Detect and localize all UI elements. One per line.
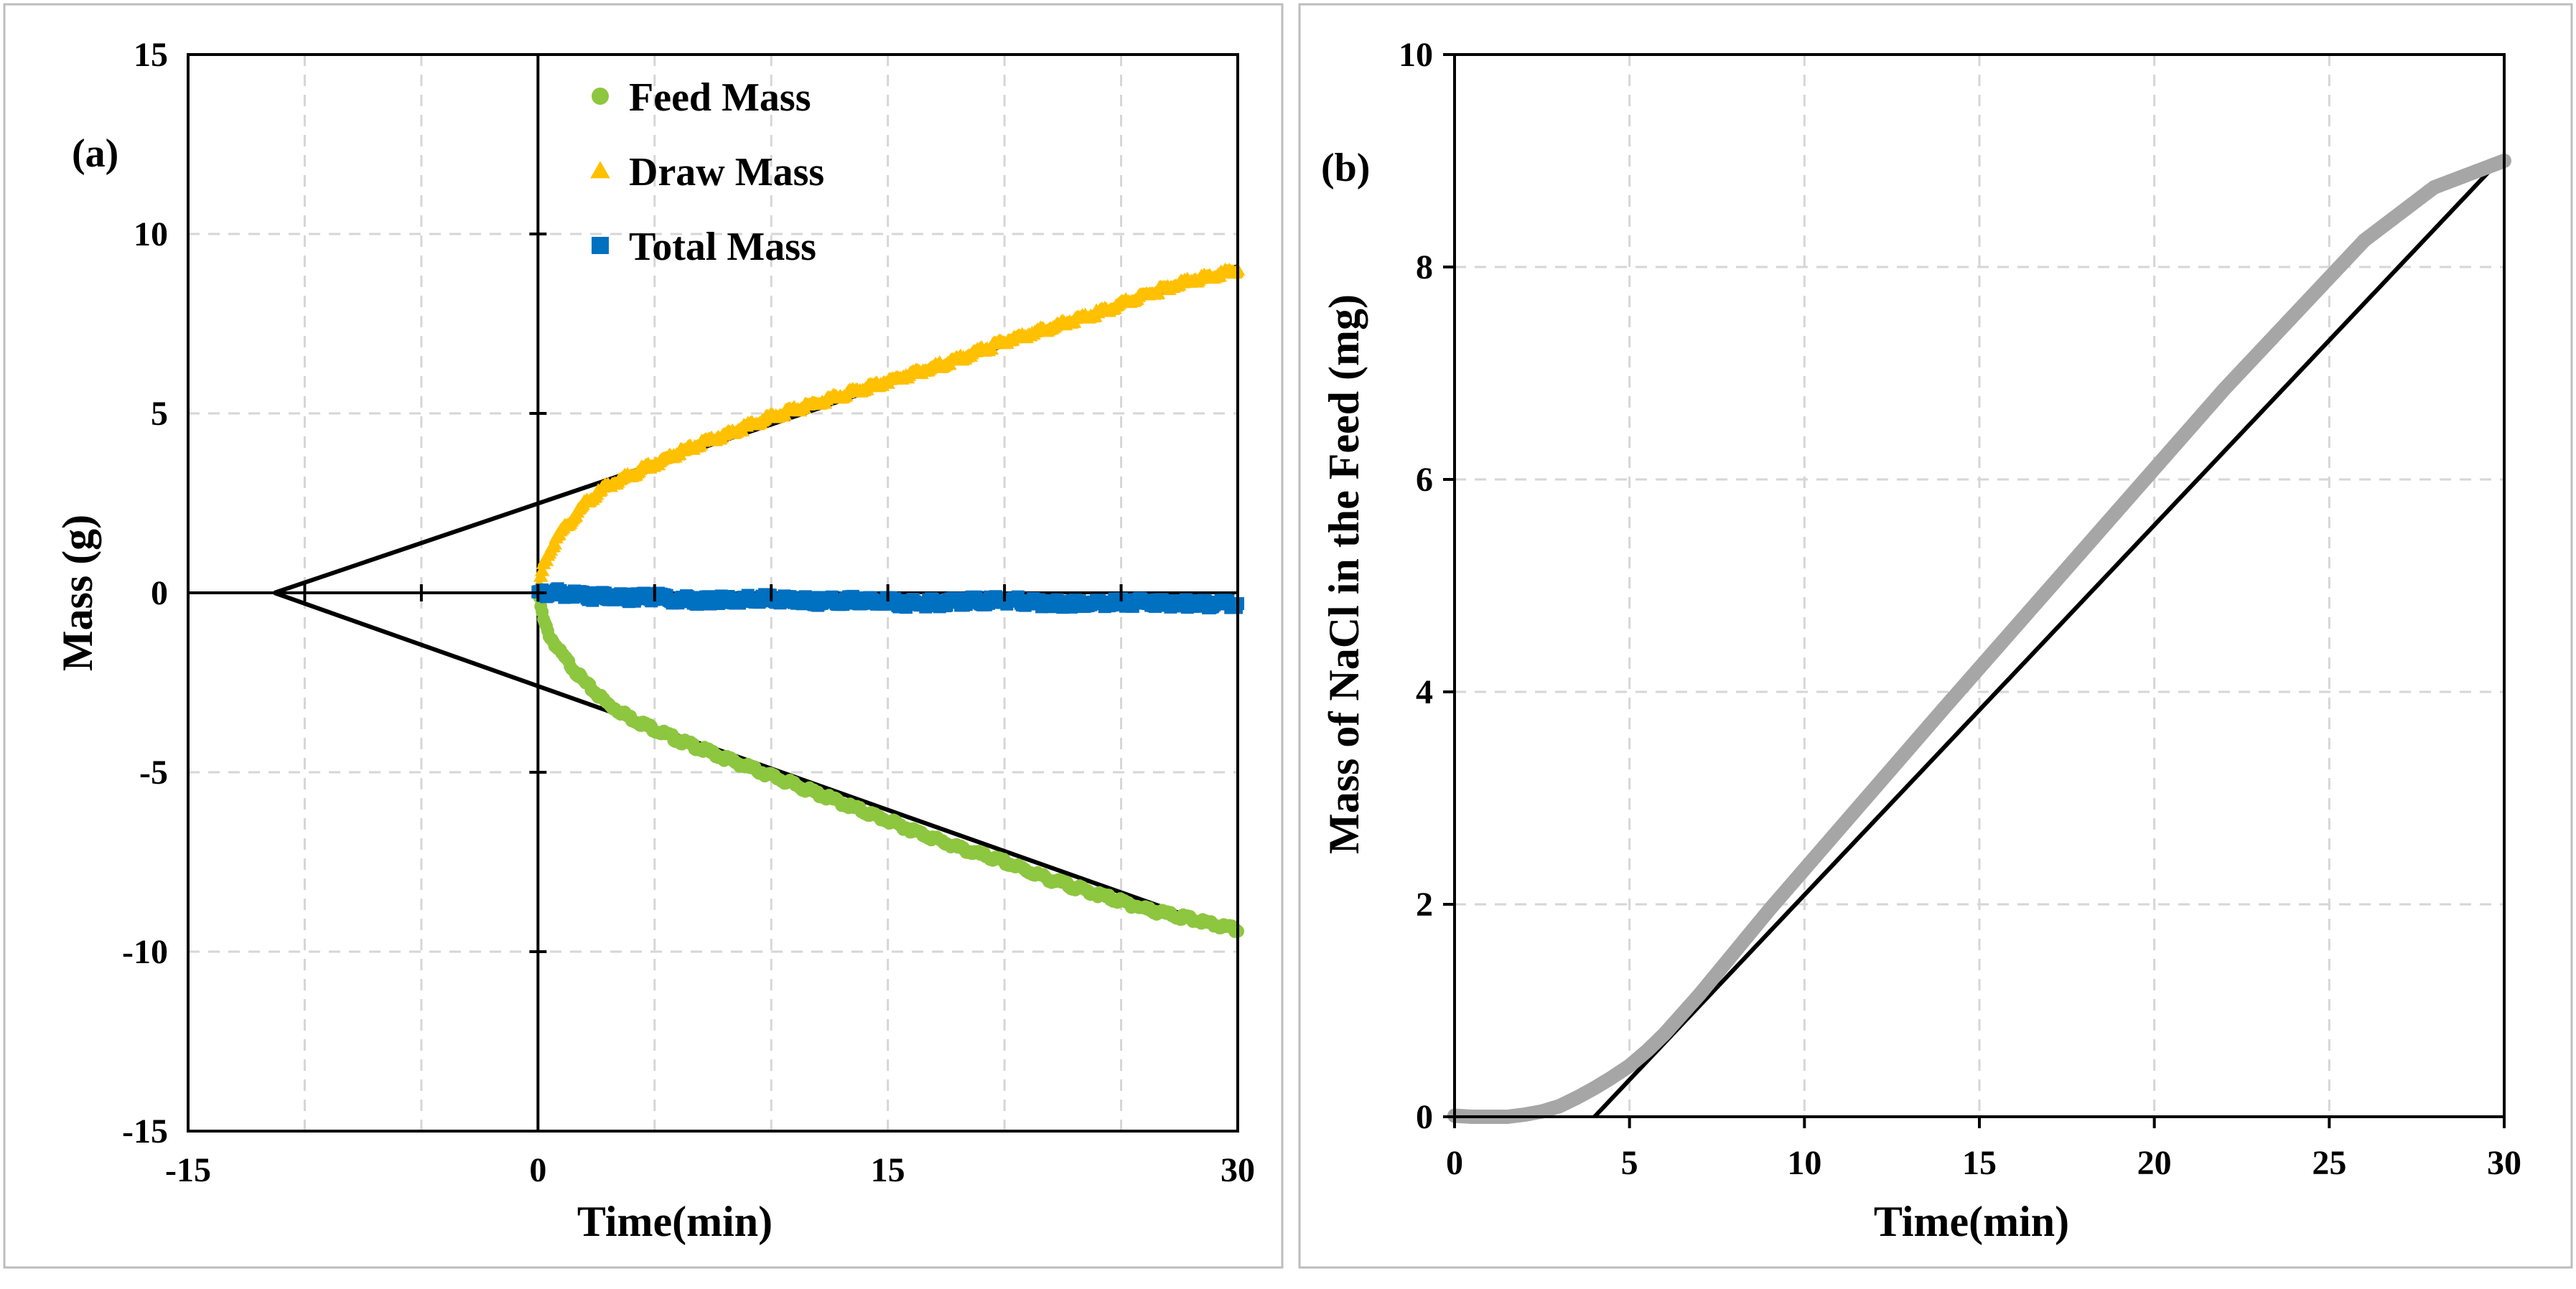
panel-b-fit-lines xyxy=(1592,154,2506,1119)
nacl-fit-line xyxy=(1592,154,2506,1119)
series-nacl-mass-in-feed xyxy=(1447,154,2511,1124)
panel-b-series xyxy=(1447,154,2511,1124)
x-tick-label: 30 xyxy=(1221,1151,1255,1189)
y-tick-label: 8 xyxy=(1416,248,1433,286)
y-tick-label: 10 xyxy=(1399,36,1433,74)
panel-a-border xyxy=(3,3,1284,1269)
legend-label: Total Mass xyxy=(629,225,816,269)
x-tick-label: 0 xyxy=(529,1151,546,1189)
series-feed-mass xyxy=(531,586,1244,938)
y-tick-label: 0 xyxy=(151,574,168,612)
y-tick-label: 0 xyxy=(1416,1098,1433,1136)
panel-b-y-axis-label: Mass of NaCl in the Feed (mg) xyxy=(1320,294,1368,854)
panel-b-ticks xyxy=(1443,53,2506,1128)
x-tick-label: 30 xyxy=(2487,1144,2521,1182)
x-tick-label: 10 xyxy=(1787,1144,1821,1182)
panel-b-x-axis-label: Time(min) xyxy=(1874,1198,2069,1245)
y-tick-label: -5 xyxy=(139,754,168,792)
data-point xyxy=(534,563,550,576)
y-tick-label: -10 xyxy=(122,933,168,971)
x-tick-label: 0 xyxy=(1446,1144,1463,1182)
y-tick-label: 4 xyxy=(1416,673,1433,711)
panel-b-gridlines xyxy=(1455,55,2504,1117)
panel-a-ticks xyxy=(187,53,1239,1133)
panel-b-label: (b) xyxy=(1321,146,1370,190)
x-tick-label: 15 xyxy=(871,1151,905,1189)
legend-item-total-mass: Total Mass xyxy=(592,225,816,269)
panel-a-x-axis-label: Time(min) xyxy=(577,1198,773,1245)
panel-b-tick-labels: 0 5 10 15 20 25 30 0 2 4 6 8 10 xyxy=(1399,36,2521,1182)
y-tick-label: 6 xyxy=(1416,461,1433,499)
x-tick-label: -15 xyxy=(165,1151,211,1189)
y-tick-label: 10 xyxy=(134,215,168,253)
panel-a-tick-labels: -15 0 15 30 -15 -10 -5 0 5 10 15 xyxy=(122,36,1255,1189)
y-tick-label: 2 xyxy=(1416,886,1433,924)
x-tick-label: 20 xyxy=(2137,1144,2172,1182)
x-tick-label: 15 xyxy=(1962,1144,1997,1182)
panel-a-series xyxy=(530,262,1246,938)
x-tick-label: 5 xyxy=(1621,1144,1638,1182)
legend: Feed Mass Draw Mass Total Mass xyxy=(590,75,824,269)
panel-a-y-axis-label: Mass (g) xyxy=(54,515,101,671)
legend-label: Draw Mass xyxy=(629,150,824,194)
legend-item-feed-mass: Feed Mass xyxy=(592,75,811,120)
x-tick-label: 25 xyxy=(2312,1144,2346,1182)
legend-marker xyxy=(590,161,610,179)
legend-label: Feed Mass xyxy=(629,75,811,120)
legend-marker xyxy=(592,237,609,254)
legend-item-draw-mass: Draw Mass xyxy=(590,150,824,194)
y-tick-label: 15 xyxy=(134,36,168,74)
legend-marker xyxy=(592,88,609,105)
panel-b: 0 5 10 15 20 25 30 0 2 4 6 8 10 (b) Time(min) Mass o… xyxy=(1298,3,2573,1269)
panel-a-label: (a) xyxy=(72,131,118,176)
panel-b-border xyxy=(1298,3,2573,1269)
series-draw-mass xyxy=(530,262,1246,597)
panel-a: -15 0 15 30 -15 -10 -5 0 5 10 15 (a) Time(min) Mas… xyxy=(3,3,1284,1269)
y-tick-label: -15 xyxy=(122,1112,168,1150)
y-tick-label: 5 xyxy=(151,395,168,433)
